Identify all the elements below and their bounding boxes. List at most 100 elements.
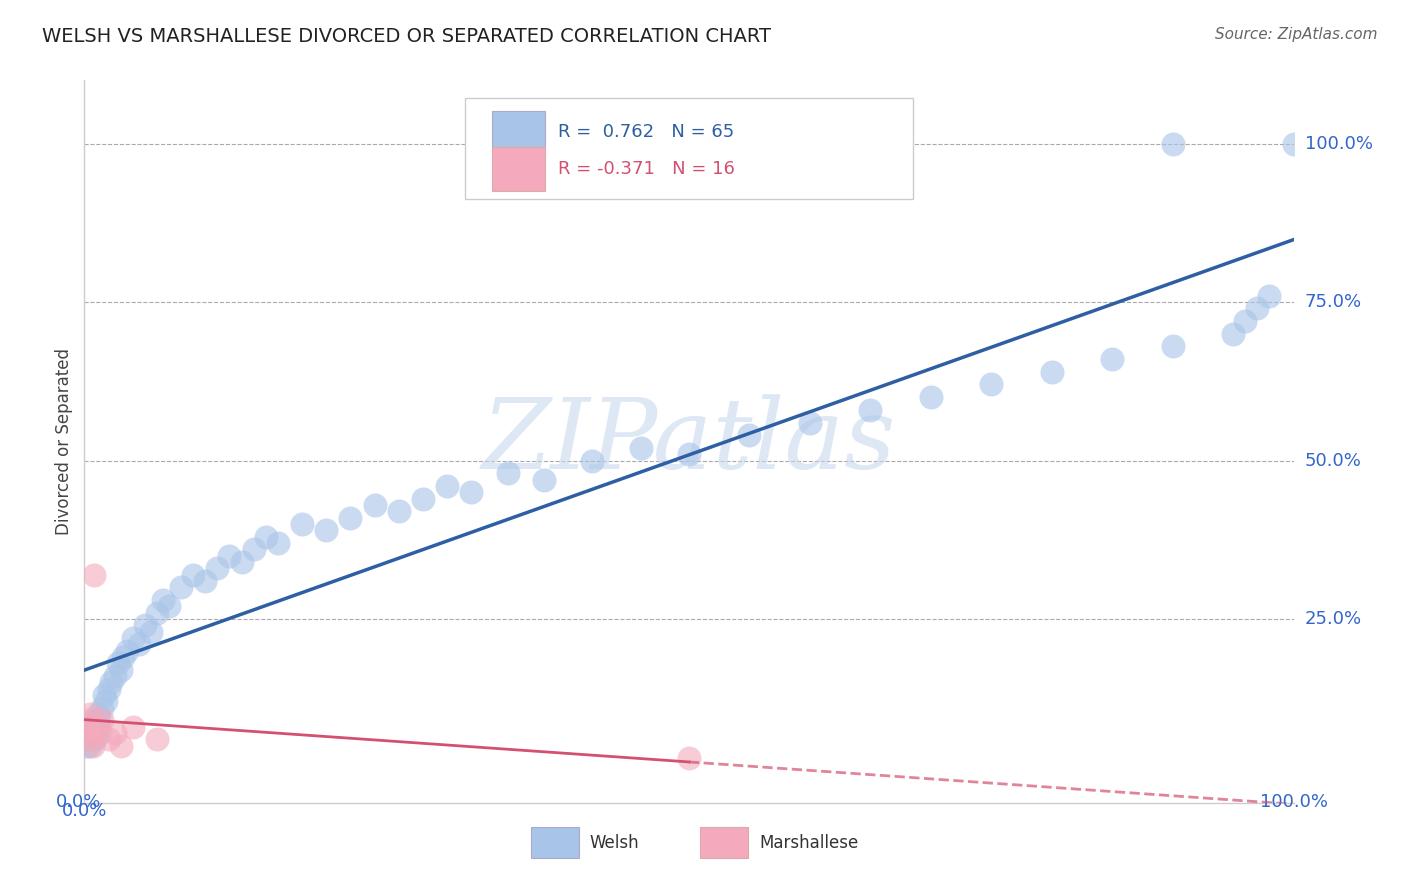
Point [79, 707, 101, 722]
Text: 75.0%: 75.0% [1305, 293, 1362, 311]
Point [920, 390, 942, 404]
Point [1282, 136, 1305, 151]
Point [1234, 314, 1257, 328]
Point [112, 650, 135, 665]
Point [80, 720, 103, 734]
Point [82, 739, 104, 753]
Point [86, 726, 108, 740]
Point [100, 675, 122, 690]
Point [1101, 352, 1123, 367]
Point [678, 751, 700, 765]
Point [104, 669, 127, 683]
Point [231, 555, 253, 569]
Point [128, 637, 150, 651]
FancyBboxPatch shape [492, 111, 546, 154]
Point [533, 473, 555, 487]
Point [412, 491, 434, 506]
Text: Marshallese: Marshallese [759, 833, 858, 852]
Point [77, 726, 100, 740]
Point [678, 447, 700, 461]
Point [146, 732, 169, 747]
Point [1258, 289, 1281, 303]
Point [1161, 339, 1184, 353]
Point [76, 714, 98, 728]
Point [139, 624, 162, 639]
Point [80, 732, 103, 747]
Point [121, 720, 143, 734]
Point [77, 720, 100, 734]
Point [291, 516, 314, 531]
Text: Source: ZipAtlas.com: Source: ZipAtlas.com [1215, 27, 1378, 42]
Point [181, 567, 204, 582]
Point [134, 618, 156, 632]
Point [207, 561, 229, 575]
FancyBboxPatch shape [700, 828, 748, 858]
Point [107, 657, 129, 671]
Point [82, 726, 104, 740]
Point [1246, 301, 1268, 316]
Text: 25.0%: 25.0% [1305, 610, 1362, 628]
Point [94, 694, 117, 708]
Point [86, 707, 108, 722]
Point [496, 467, 519, 481]
Point [110, 663, 132, 677]
Point [363, 498, 385, 512]
Point [218, 549, 240, 563]
Point [87, 720, 110, 734]
FancyBboxPatch shape [530, 828, 579, 858]
Point [83, 714, 105, 728]
Point [83, 567, 105, 582]
Point [76, 739, 98, 753]
Point [267, 536, 290, 550]
Point [121, 631, 143, 645]
Point [799, 416, 821, 430]
Text: 50.0%: 50.0% [1305, 451, 1361, 469]
Text: R = -0.371   N = 16: R = -0.371 N = 16 [558, 161, 735, 178]
Point [152, 593, 174, 607]
FancyBboxPatch shape [492, 147, 546, 191]
Text: Welsh: Welsh [589, 833, 640, 852]
Y-axis label: Divorced or Separated: Divorced or Separated [55, 348, 73, 535]
Point [104, 726, 127, 740]
Point [97, 732, 120, 747]
Point [460, 485, 482, 500]
Point [1161, 136, 1184, 151]
Point [87, 714, 110, 728]
Point [254, 530, 277, 544]
Point [315, 523, 337, 537]
FancyBboxPatch shape [465, 98, 912, 200]
Point [84, 732, 107, 747]
Text: 0.0%: 0.0% [56, 793, 101, 812]
Text: 100.0%: 100.0% [1305, 135, 1372, 153]
Point [89, 726, 111, 740]
Point [581, 453, 603, 467]
Point [115, 643, 138, 657]
Point [194, 574, 217, 588]
Point [630, 441, 652, 455]
Point [91, 714, 114, 728]
Point [242, 542, 264, 557]
Point [859, 402, 882, 417]
Point [1222, 326, 1244, 341]
Point [86, 720, 108, 734]
Point [980, 377, 1002, 392]
Text: 100.0%: 100.0% [1260, 793, 1327, 812]
Point [91, 700, 114, 714]
Text: R =  0.762   N = 65: R = 0.762 N = 65 [558, 123, 734, 141]
Point [738, 428, 761, 442]
Point [77, 732, 100, 747]
Point [170, 580, 193, 594]
Text: 0.0%: 0.0% [62, 803, 107, 821]
Point [110, 739, 132, 753]
Point [146, 606, 169, 620]
Text: ZIPatlas: ZIPatlas [482, 394, 896, 489]
Point [93, 688, 115, 702]
Point [157, 599, 180, 614]
Point [77, 726, 100, 740]
Point [436, 479, 458, 493]
Point [339, 510, 361, 524]
Point [97, 681, 120, 696]
Point [388, 504, 411, 518]
Point [79, 739, 101, 753]
Text: WELSH VS MARSHALLESE DIVORCED OR SEPARATED CORRELATION CHART: WELSH VS MARSHALLESE DIVORCED OR SEPARAT… [42, 27, 770, 45]
